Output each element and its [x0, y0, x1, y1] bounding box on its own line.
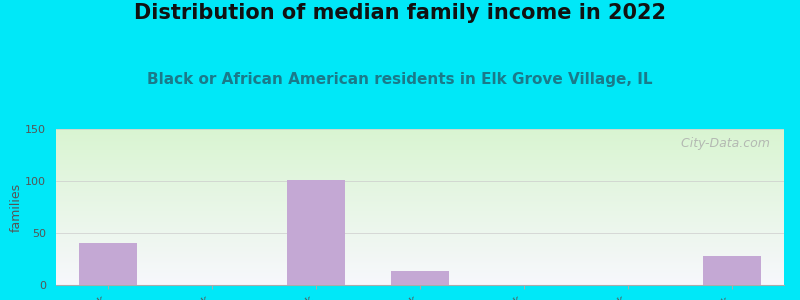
Bar — [287, 180, 345, 285]
Bar — [703, 256, 761, 285]
Text: Black or African American residents in Elk Grove Village, IL: Black or African American residents in E… — [147, 72, 653, 87]
Y-axis label: families: families — [10, 182, 22, 232]
Bar — [79, 243, 137, 285]
Bar — [391, 272, 449, 285]
Text: Distribution of median family income in 2022: Distribution of median family income in … — [134, 3, 666, 23]
Text: City-Data.com: City-Data.com — [673, 137, 770, 150]
